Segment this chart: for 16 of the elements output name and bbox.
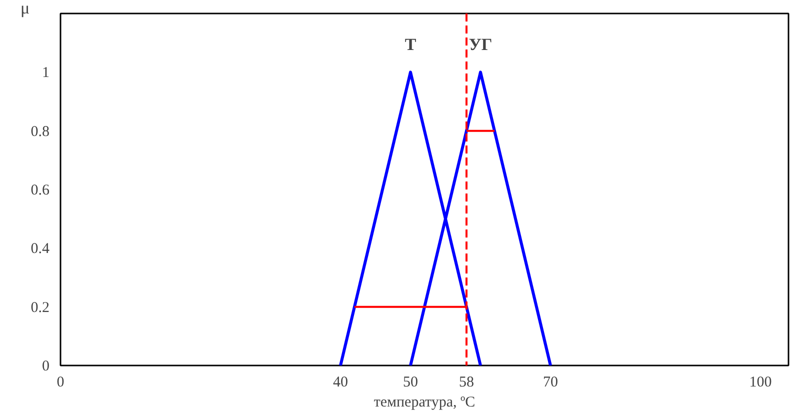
y-tick-label: 0 xyxy=(42,358,50,374)
y-axis-title: μ xyxy=(20,0,30,18)
x-tick-label: 40 xyxy=(333,374,348,390)
series-label: Т xyxy=(404,35,417,54)
x-tick-label: 0 xyxy=(56,374,64,390)
x-tick-label: 70 xyxy=(543,374,558,390)
series-label: УГ xyxy=(468,35,492,54)
x-tick-label: 58 xyxy=(459,374,474,390)
x-tick-label: 100 xyxy=(749,374,772,390)
y-tick-label: 0.4 xyxy=(30,241,50,258)
x-axis-title: температура, ºC xyxy=(374,394,476,410)
y-tick-label: 0.6 xyxy=(30,182,50,198)
y-tick-label: 0.2 xyxy=(30,300,50,316)
y-tick-label: 1 xyxy=(42,65,50,82)
x-tick-label: 50 xyxy=(403,374,418,390)
y-tick-label: 0.8 xyxy=(30,124,50,140)
